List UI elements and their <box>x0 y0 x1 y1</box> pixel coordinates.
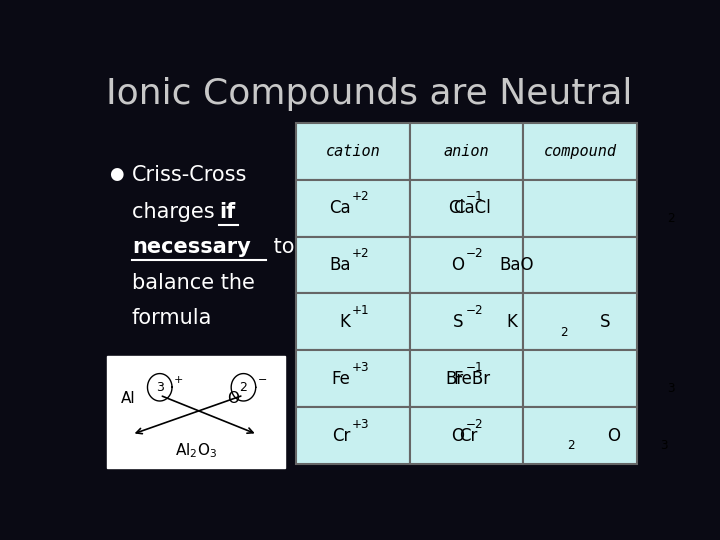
Text: +1: +1 <box>352 304 369 317</box>
Bar <box>410 237 523 294</box>
Bar <box>523 123 637 180</box>
Text: charges: charges <box>132 202 221 222</box>
Text: Cr: Cr <box>459 427 478 444</box>
Text: Al$_2$O$_3$: Al$_2$O$_3$ <box>175 441 217 460</box>
Bar <box>107 356 285 468</box>
Text: +3: +3 <box>352 361 369 374</box>
Text: Fe: Fe <box>331 370 351 388</box>
Text: formula: formula <box>132 308 212 328</box>
Bar <box>410 180 523 237</box>
Bar <box>297 237 410 294</box>
Bar <box>523 407 637 464</box>
Text: +2: +2 <box>352 191 369 204</box>
Text: +: + <box>174 375 183 385</box>
Text: Ca: Ca <box>329 199 351 217</box>
Text: −1: −1 <box>466 361 483 374</box>
Bar <box>297 294 410 350</box>
Text: Al: Al <box>121 391 135 406</box>
Text: 2: 2 <box>567 439 575 453</box>
Text: S: S <box>454 313 464 331</box>
Text: 3: 3 <box>667 382 675 395</box>
Text: +3: +3 <box>352 417 369 431</box>
Text: 2: 2 <box>240 381 248 394</box>
Text: ●: ● <box>109 165 124 183</box>
Text: necessary: necessary <box>132 238 251 258</box>
Bar <box>410 350 523 407</box>
Text: −1: −1 <box>466 191 483 204</box>
Text: CaCl: CaCl <box>453 199 490 217</box>
Text: 2: 2 <box>667 212 675 225</box>
Text: compound: compound <box>544 144 616 159</box>
Text: to: to <box>267 238 294 258</box>
Text: −: − <box>258 375 267 385</box>
Bar <box>410 123 523 180</box>
Bar <box>297 180 410 237</box>
Text: anion: anion <box>444 144 490 159</box>
Text: O: O <box>227 391 239 406</box>
Text: −2: −2 <box>466 417 483 431</box>
Bar <box>297 350 410 407</box>
Bar <box>523 294 637 350</box>
Text: Cr: Cr <box>332 427 351 444</box>
Text: Cl: Cl <box>448 199 464 217</box>
Text: S: S <box>600 313 611 331</box>
Text: 3: 3 <box>660 439 668 453</box>
Text: Ba: Ba <box>329 256 351 274</box>
Bar <box>410 294 523 350</box>
Text: −2: −2 <box>466 247 483 260</box>
Text: O: O <box>451 256 464 274</box>
Text: BaO: BaO <box>500 256 534 274</box>
Text: O: O <box>451 427 464 444</box>
Text: −2: −2 <box>466 304 483 317</box>
Bar <box>297 407 410 464</box>
Bar <box>523 237 637 294</box>
Text: +2: +2 <box>352 247 369 260</box>
Bar <box>297 123 410 180</box>
Text: FeBr: FeBr <box>453 370 490 388</box>
Bar <box>410 407 523 464</box>
Text: O: O <box>607 427 620 444</box>
Text: 3: 3 <box>156 381 163 394</box>
Text: K: K <box>340 313 351 331</box>
Text: 2: 2 <box>560 326 567 339</box>
Text: if: if <box>219 202 235 222</box>
Text: Ionic Compounds are Neutral: Ionic Compounds are Neutral <box>106 77 632 111</box>
Text: K: K <box>506 313 518 331</box>
Text: Br: Br <box>446 370 464 388</box>
Bar <box>523 180 637 237</box>
Text: Criss-Cross: Criss-Cross <box>132 165 247 185</box>
Text: balance the: balance the <box>132 273 255 293</box>
Text: cation: cation <box>326 144 381 159</box>
Bar <box>523 350 637 407</box>
